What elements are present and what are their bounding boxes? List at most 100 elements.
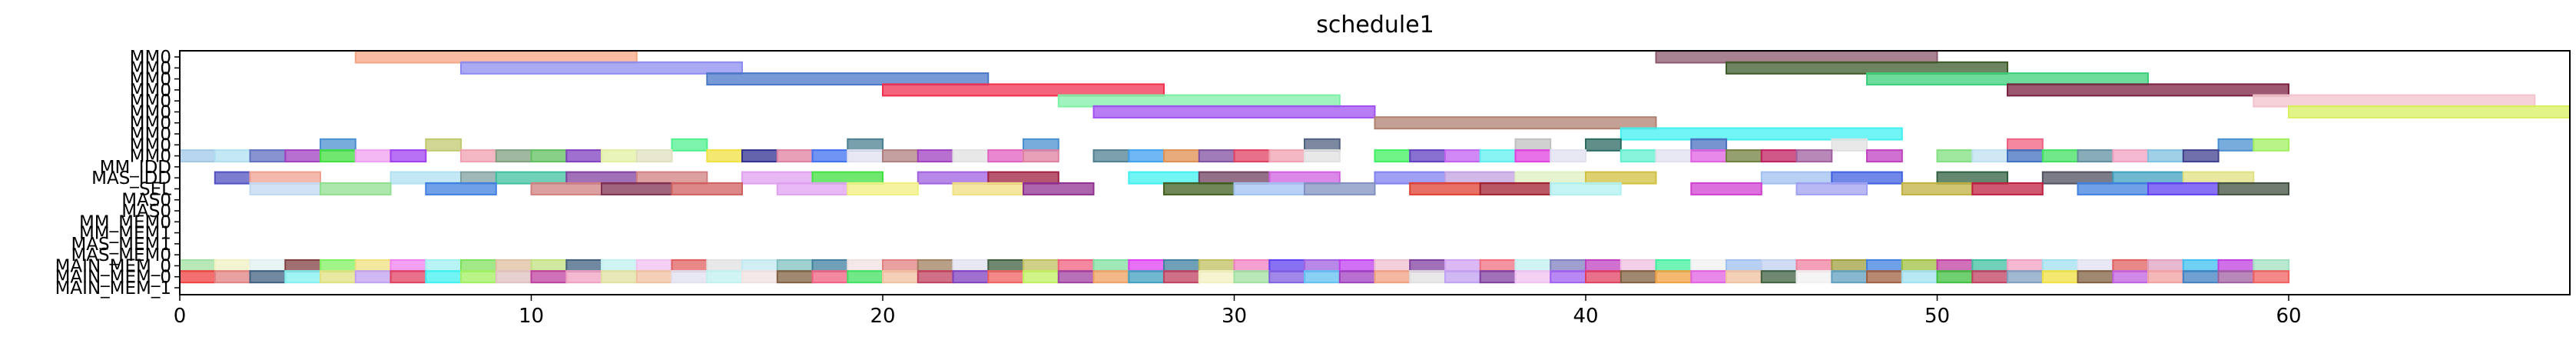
gantt-bar: [354, 270, 392, 284]
gantt-bar: [1866, 259, 1903, 272]
gantt-bar: [1550, 270, 1586, 284]
gantt-bar: [1163, 149, 1200, 163]
gantt-bar: [1550, 259, 1586, 272]
gantt-bar: [1198, 259, 1235, 272]
y-tick-label: MAS_MEM0: [71, 245, 171, 265]
gantt-bar: [2007, 149, 2044, 163]
gantt-bar: [1620, 149, 1657, 163]
y-tick-label: MM0: [130, 135, 171, 155]
gantt-bar: [1655, 270, 1692, 284]
gantt-bar: [882, 270, 919, 284]
gantt-bar: [1795, 270, 1833, 284]
gantt-bar: [706, 149, 744, 163]
gantt-bar: [249, 149, 287, 163]
gantt-bar: [284, 259, 322, 272]
gantt-bar: [1971, 270, 2009, 284]
gantt-bar: [1092, 259, 1130, 272]
gantt-bar: [320, 149, 356, 163]
gantt-bar: [1760, 149, 1798, 163]
gantt-bar: [2077, 182, 2149, 195]
gantt-bar: [1374, 171, 1446, 185]
y-tick-label: MM0: [130, 81, 171, 101]
gantt-bar: [635, 270, 673, 284]
gantt-bar: [249, 171, 321, 185]
gantt-bar: [1831, 138, 1868, 152]
gantt-bar: [565, 270, 603, 284]
gantt-bar: [1901, 270, 1938, 284]
gantt-bar: [1233, 259, 1271, 272]
gantt-bar: [1690, 182, 1762, 195]
gantt-bar: [2077, 149, 2114, 163]
gantt-bar: [1690, 259, 1728, 272]
gantt-bar: [2007, 259, 2044, 272]
gantt-bar: [1374, 149, 1411, 163]
gantt-bar: [2007, 83, 2289, 97]
gantt-bar: [917, 149, 954, 163]
y-tick-label: MAS_MEM1: [71, 235, 171, 255]
gantt-bar: [847, 182, 919, 195]
gantt-bar: [1690, 138, 1728, 152]
gantt-bar: [1971, 259, 2009, 272]
bars-layer: [179, 50, 2571, 284]
gantt-bar: [706, 72, 990, 86]
gantt-bar: [2041, 149, 2079, 163]
gantt-bar: [390, 171, 462, 185]
gantt-bar: [2253, 94, 2536, 108]
gantt-bar: [1831, 270, 1868, 284]
gantt-bar: [214, 259, 251, 272]
gantt-bar: [2288, 105, 2571, 118]
gantt-bar: [2077, 270, 2114, 284]
gantt-bar: [882, 149, 919, 163]
gantt-bar: [1092, 270, 1130, 284]
gantt-bar: [1795, 182, 1868, 195]
gantt-bar: [1163, 259, 1200, 272]
gantt-bar: [2112, 149, 2150, 163]
gantt-bar: [2112, 270, 2150, 284]
gantt-bar: [811, 270, 849, 284]
y-tick-label: MM_MEM1: [79, 224, 171, 244]
x-tick-label: 30: [1222, 305, 1247, 328]
gantt-bar: [1128, 270, 1165, 284]
x-tick-label: 0: [174, 305, 187, 328]
gantt-bar: [847, 149, 884, 163]
gantt-bar: [1374, 116, 1657, 130]
gantt-bar: [2253, 270, 2290, 284]
gantt-bar: [635, 259, 673, 272]
gantt-bar: [495, 259, 532, 272]
gantt-bar: [2147, 270, 2184, 284]
gantt-bar: [565, 171, 638, 185]
gantt-bar: [1409, 149, 1446, 163]
y-tick-label: MAIN_MEM_0: [55, 256, 171, 276]
gantt-bar: [1374, 259, 1411, 272]
gantt-bar: [1936, 259, 1974, 272]
gantt-bar: [882, 83, 1165, 97]
gantt-bar: [495, 149, 532, 163]
gantt-bar: [1760, 171, 1833, 185]
gantt-bar: [320, 138, 356, 152]
gantt-bar: [214, 171, 251, 185]
gantt-bar: [2217, 270, 2255, 284]
gantt-bar: [601, 259, 638, 272]
gantt-bar: [1866, 270, 1903, 284]
gantt-bar: [2217, 182, 2289, 195]
gantt-bar: [390, 270, 427, 284]
gantt-bar: [1795, 259, 1833, 272]
gantt-bar: [1304, 270, 1341, 284]
gantt-bar: [1655, 259, 1692, 272]
gantt-bar: [741, 259, 778, 272]
y-axis-labels: MM0MM0MM0MM0MM0MM0MM0MM0MM0MM0MM_IDDMAS_…: [55, 48, 180, 299]
gantt-bar: [1514, 270, 1552, 284]
gantt-bar: [1198, 270, 1235, 284]
x-tick-label: 10: [519, 305, 544, 328]
gantt-bar: [952, 182, 1024, 195]
gantt-bar: [706, 259, 744, 272]
gantt-bar: [1444, 171, 1517, 185]
gantt-bar: [987, 171, 1059, 185]
gantt-bar: [1585, 138, 1622, 152]
gantt-bar: [460, 149, 497, 163]
gantt-bar: [671, 270, 708, 284]
gantt-bar: [1690, 270, 1728, 284]
gantt-bar: [601, 270, 638, 284]
gantt-bar: [1936, 149, 1974, 163]
gantt-bar: [2253, 259, 2290, 272]
